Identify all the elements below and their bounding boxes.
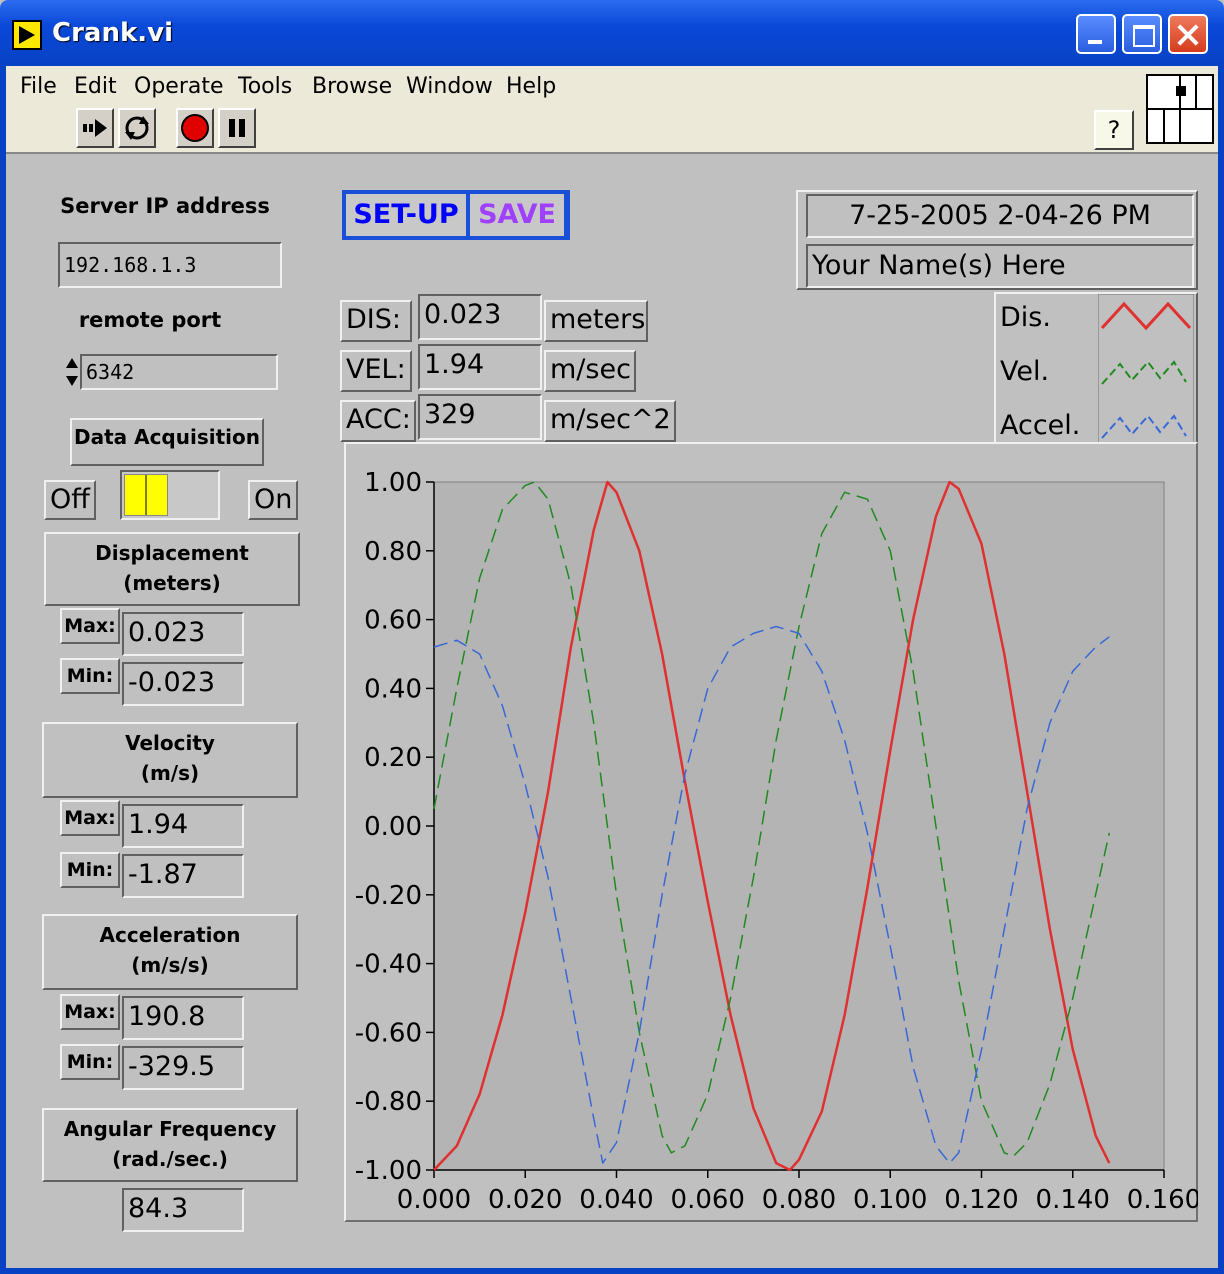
server-ip-label: Server IP address [60, 194, 270, 218]
acceleration-max-value: 190.8 [122, 996, 244, 1040]
displacement-min-value: -0.023 [122, 662, 244, 706]
daq-toggle-switch[interactable] [120, 470, 220, 520]
acceleration-label: Acceleration (m/s/s) [42, 914, 298, 990]
legend-accel-swatch [1101, 414, 1187, 439]
acc-unit: m/sec^2 [544, 400, 676, 442]
title-bar [0, 0, 1224, 66]
velocity-min-value: -1.87 [122, 854, 244, 898]
connector-pane-icon [1146, 74, 1214, 144]
displacement-label: Displacement (meters) [44, 532, 300, 606]
x-tick-label: 0.120 [944, 1185, 1018, 1215]
legend-accel-label: Accel. [1000, 410, 1081, 441]
menu-help[interactable]: Help [506, 74, 557, 99]
x-tick-label: 0.060 [671, 1185, 745, 1215]
name-field[interactable]: Your Name(s) Here [806, 244, 1194, 288]
dis-value: 0.023 [418, 294, 542, 340]
x-tick-label: 0.020 [488, 1185, 562, 1215]
legend-vel-swatch [1101, 360, 1187, 385]
y-tick-label: 0.00 [364, 812, 422, 842]
daq-on-label: On [248, 480, 298, 520]
displacement-max-value: 0.023 [122, 612, 244, 656]
y-tick-label: -0.80 [355, 1087, 422, 1117]
daq-off-label: Off [44, 480, 96, 520]
dis-label: DIS: [340, 300, 412, 342]
waveform-chart[interactable]: 1.00 0.80 0.60 0.40 0.20 0.00 -0.20 -0.40 -0.60 -… [344, 442, 1198, 1222]
y-tick-label: -1.00 [355, 1156, 422, 1186]
port-spinner-arrows[interactable] [64, 356, 80, 388]
run-arrow-icon [83, 119, 107, 137]
maximize-button[interactable] [1122, 14, 1162, 54]
displacement-min-label: Min: [60, 658, 120, 694]
x-tick-label: 0.140 [1036, 1185, 1110, 1215]
acceleration-max-label: Max: [60, 994, 120, 1030]
velocity-max-value: 1.94 [122, 804, 244, 848]
menu-edit[interactable]: Edit [74, 74, 117, 99]
pause-button[interactable] [218, 108, 256, 148]
acceleration-min-label: Min: [60, 1044, 120, 1080]
x-tick-label: 0.080 [762, 1185, 836, 1215]
angular-frequency-value: 84.3 [122, 1188, 244, 1232]
angular-frequency-label: Angular Frequency (rad./sec.) [42, 1108, 298, 1182]
displacement-max-label: Max: [60, 608, 120, 644]
series-line-accel [433, 625, 1110, 1164]
series-line-vel [433, 481, 1111, 1157]
acc-label: ACC: [340, 400, 416, 442]
run-continuously-button[interactable] [118, 108, 156, 148]
window-frame-right [1218, 66, 1224, 1274]
x-tick-label: 0.100 [853, 1185, 927, 1215]
vel-value: 1.94 [418, 344, 542, 390]
help-question-icon: ? [1107, 116, 1121, 144]
y-tick-label: 0.40 [364, 674, 422, 704]
x-tick-label: 0.000 [397, 1185, 471, 1215]
vel-unit: m/sec [544, 350, 636, 392]
daq-toggle-slider[interactable] [124, 474, 168, 516]
save-button[interactable]: SAVE [470, 194, 564, 236]
menu-browse[interactable]: Browse [312, 74, 393, 99]
dis-unit: meters [544, 300, 648, 342]
acceleration-min-value: -329.5 [122, 1046, 244, 1090]
y-tick-label: 1.00 [364, 468, 422, 498]
vel-label: VEL: [340, 350, 412, 392]
velocity-max-label: Max: [60, 800, 120, 836]
velocity-label: Velocity (m/s) [42, 722, 298, 798]
x-tick-label: 0.040 [579, 1185, 653, 1215]
y-tick-label: -0.40 [355, 950, 422, 980]
menu-operate[interactable]: Operate [134, 74, 224, 99]
setup-button[interactable]: SET-UP [346, 194, 466, 236]
window-frame-bottom [0, 1268, 1224, 1274]
menu-tools[interactable]: Tools [238, 74, 293, 99]
close-button[interactable] [1168, 14, 1208, 54]
datetime-display: 7-25-2005 2-04-26 PM [806, 194, 1194, 238]
acc-value: 329 [418, 394, 542, 440]
menu-window[interactable]: Window [406, 74, 493, 99]
legend-vel-label: Vel. [1000, 356, 1050, 387]
y-tick-label: -0.60 [355, 1018, 422, 1048]
server-ip-field[interactable]: 192.168.1.3 [58, 242, 282, 288]
legend-swatches [1098, 294, 1194, 448]
series-line-dis [433, 480, 1111, 1172]
menu-file[interactable]: File [20, 74, 57, 99]
y-tick-label: 0.60 [364, 606, 422, 636]
y-tick-label: 0.20 [364, 743, 422, 773]
context-help-button[interactable]: ? [1094, 110, 1134, 150]
remote-port-label: remote port [78, 308, 222, 332]
abort-button[interactable] [176, 108, 214, 148]
run-button[interactable] [76, 108, 114, 148]
y-tick-label: -0.20 [355, 881, 422, 911]
pause-icon [229, 119, 245, 137]
velocity-min-label: Min: [60, 852, 120, 888]
minimize-button[interactable] [1076, 14, 1116, 54]
legend-dis-swatch [1100, 301, 1192, 331]
legend-dis-label: Dis. [1000, 302, 1051, 333]
data-acquisition-label: Data Acquisition [70, 418, 264, 466]
plot-area [433, 481, 1165, 1171]
run-continuously-icon [125, 116, 149, 140]
remote-port-field[interactable]: 6342 [80, 354, 278, 390]
abort-stop-icon [181, 114, 209, 142]
labview-vi-icon [12, 20, 42, 50]
window-title: Crank.vi [52, 18, 173, 48]
y-tick-label: 0.80 [364, 537, 422, 567]
x-tick-label: 0.160 [1127, 1185, 1198, 1215]
window-frame-left [0, 66, 6, 1274]
